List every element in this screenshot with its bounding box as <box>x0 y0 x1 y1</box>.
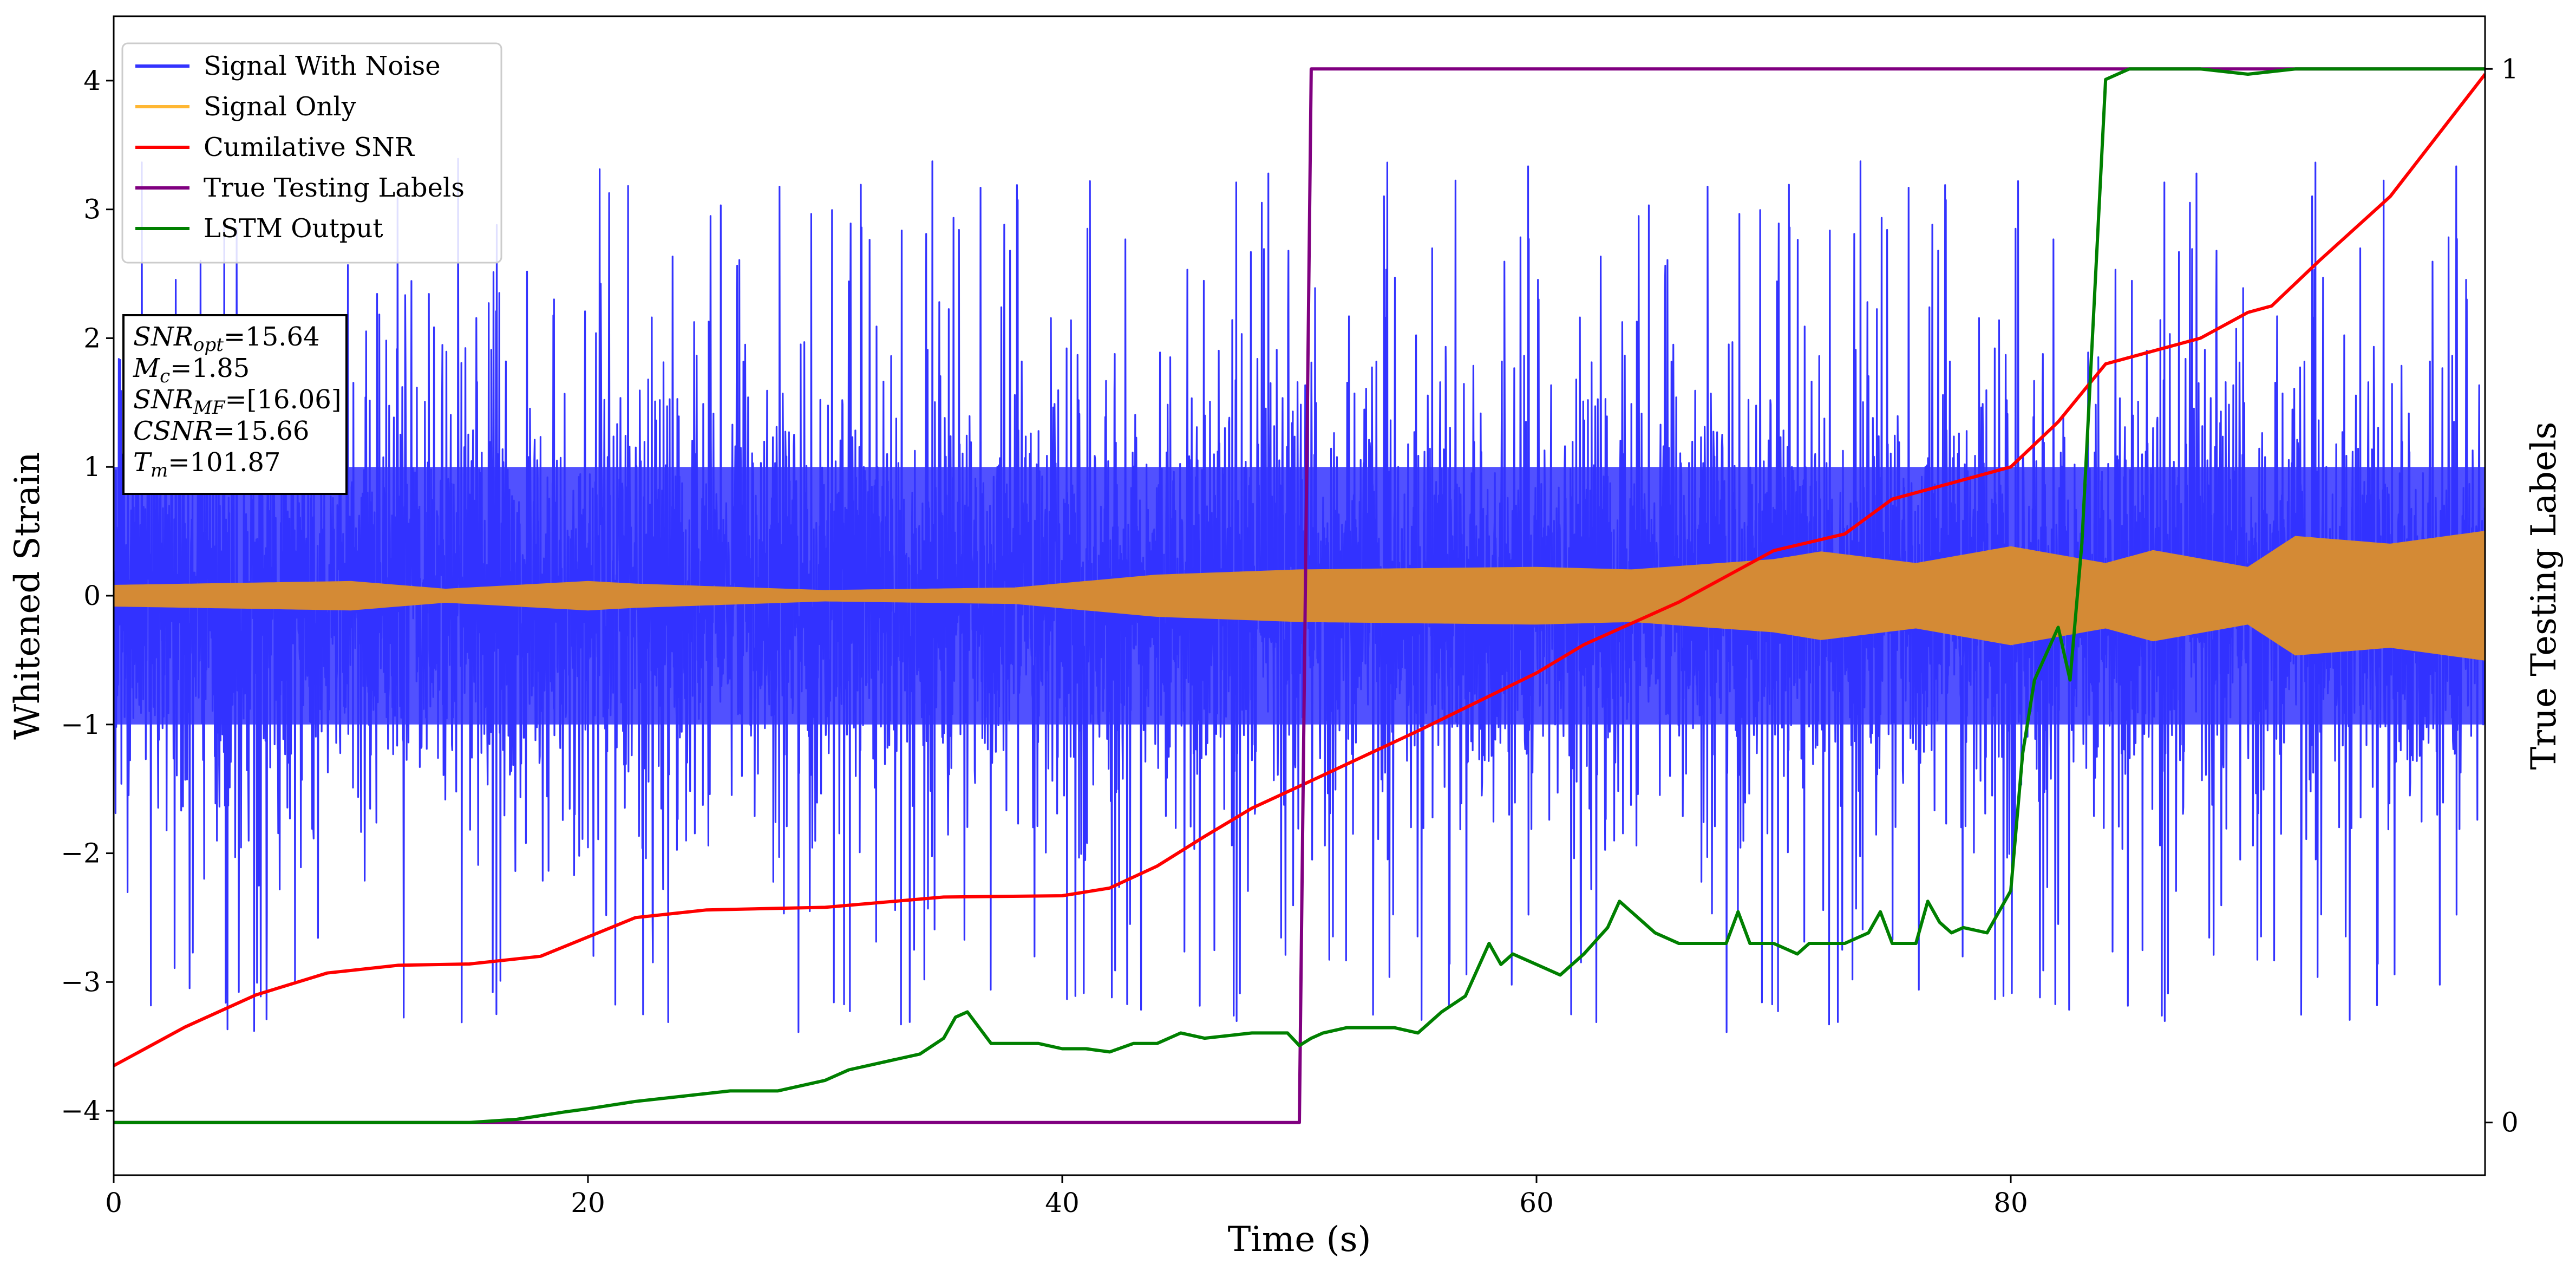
annotation-line: SNRMF=[16.06] <box>133 385 342 419</box>
legend-label: True Testing Labels <box>204 173 465 203</box>
y-tick-label-left: −1 <box>61 709 101 740</box>
x-axis-title: Time (s) <box>1228 1220 1371 1260</box>
cumilative-snr-line <box>114 73 2485 1067</box>
annotation-line: CSNR=15.66 <box>133 416 309 446</box>
true-testing-labels-line <box>114 67 2485 1124</box>
legend-label: LSTM Output <box>204 213 383 244</box>
annotation-line: Tm=101.87 <box>133 447 280 481</box>
annotation-frame <box>122 314 348 495</box>
annotation-box: SNRopt=15.64Mc=1.85SNRMF=[16.06]CSNR=15.… <box>122 314 348 495</box>
y-tick-label-left: 3 <box>83 194 101 225</box>
legend-label: Signal With Noise <box>204 51 441 81</box>
legend-label: Cumilative SNR <box>204 132 415 162</box>
y-tick-label-left: 2 <box>83 322 101 354</box>
signal-only-envelope <box>114 531 2485 661</box>
y-tick-label-left: 1 <box>83 451 101 483</box>
y-tick-label-left: −4 <box>61 1095 101 1126</box>
y-tick-label-left: −2 <box>61 838 101 869</box>
y-tick-label-left: −3 <box>61 966 101 998</box>
legend-label: Signal Only <box>204 92 356 122</box>
line-series-group <box>114 67 2485 1124</box>
legend: Signal With Noise Signal Only Cumilative S… <box>121 42 502 264</box>
y-tick-label-left: 0 <box>83 580 101 611</box>
signal-only-series <box>114 531 2485 661</box>
legend-frame <box>121 42 502 264</box>
y-tick-label-left: 4 <box>83 65 101 96</box>
x-tick-label: 80 <box>1993 1187 2028 1219</box>
lstm-output-line <box>114 67 2485 1124</box>
y-axis-title-left: Whitened Strain <box>8 452 48 739</box>
annotation-line: SNRopt=15.64 <box>133 322 320 356</box>
x-tick-label: 40 <box>1045 1187 1080 1219</box>
x-tick-label: 20 <box>571 1187 605 1219</box>
y-axis-title-right: True Testing Labels <box>2524 422 2564 770</box>
x-tick-label: 0 <box>105 1187 122 1219</box>
x-tick-label: 60 <box>1519 1187 1554 1219</box>
y-tick-label-right: 1 <box>2501 53 2519 84</box>
y-tick-label-right: 0 <box>2501 1107 2519 1138</box>
annotation-line: Mc=1.85 <box>133 353 250 387</box>
